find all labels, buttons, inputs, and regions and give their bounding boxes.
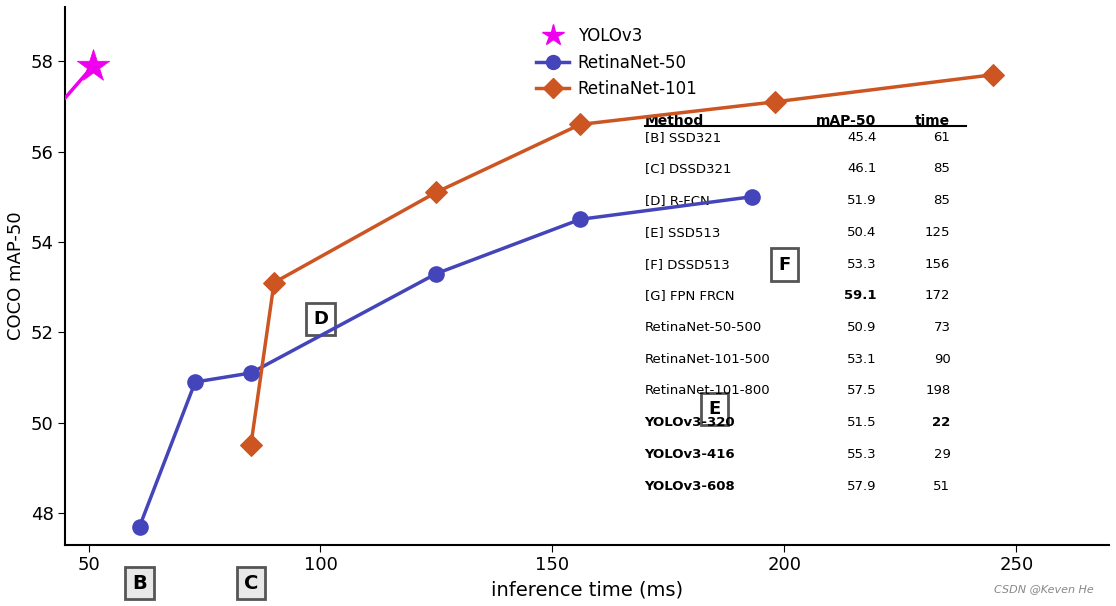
Text: E: E <box>709 400 721 418</box>
Text: [C] DSSD321: [C] DSSD321 <box>645 162 731 175</box>
Text: [E] SSD513: [E] SSD513 <box>645 226 720 239</box>
Point <box>242 368 260 378</box>
Point <box>571 119 589 129</box>
Point <box>266 278 283 287</box>
Text: 57.9: 57.9 <box>847 479 876 493</box>
Text: 85: 85 <box>933 194 951 207</box>
Text: [F] DSSD513: [F] DSSD513 <box>645 258 730 270</box>
Text: 22: 22 <box>932 416 951 429</box>
Text: [B] SSD321: [B] SSD321 <box>645 131 721 144</box>
Text: 73: 73 <box>933 321 951 334</box>
Text: RetinaNet-101-800: RetinaNet-101-800 <box>645 384 770 398</box>
Text: 50.4: 50.4 <box>847 226 876 239</box>
Text: 57.5: 57.5 <box>847 384 876 398</box>
Text: B: B <box>132 574 147 593</box>
Text: 50.9: 50.9 <box>847 321 876 334</box>
Text: CSDN @Keven He: CSDN @Keven He <box>994 584 1094 594</box>
Point <box>84 61 102 70</box>
Text: mAP-50: mAP-50 <box>816 115 876 128</box>
Text: [D] R-FCN: [D] R-FCN <box>645 194 710 207</box>
Point <box>427 187 445 197</box>
Text: 53.3: 53.3 <box>847 258 876 270</box>
Text: 172: 172 <box>925 289 951 302</box>
Legend: YOLOv3, RetinaNet-50, RetinaNet-101: YOLOv3, RetinaNet-50, RetinaNet-101 <box>529 21 704 105</box>
Text: C: C <box>243 574 258 593</box>
Text: D: D <box>312 310 328 328</box>
Text: YOLOv3-608: YOLOv3-608 <box>645 479 735 493</box>
Text: 55.3: 55.3 <box>847 448 876 461</box>
Text: [G] FPN FRCN: [G] FPN FRCN <box>645 289 734 302</box>
Text: 46.1: 46.1 <box>847 162 876 175</box>
Text: Method: Method <box>645 115 704 128</box>
Point <box>131 522 148 531</box>
Text: 156: 156 <box>925 258 951 270</box>
Text: 59.1: 59.1 <box>844 289 876 302</box>
Point <box>571 215 589 224</box>
Point <box>743 192 761 202</box>
Text: RetinaNet-101-500: RetinaNet-101-500 <box>645 353 770 365</box>
Text: 90: 90 <box>934 353 951 365</box>
Point <box>186 377 204 387</box>
Text: 51.9: 51.9 <box>847 194 876 207</box>
Point <box>427 268 445 278</box>
Point <box>984 70 1002 79</box>
Point <box>766 97 783 107</box>
Text: YOLOv3-416: YOLOv3-416 <box>645 448 735 461</box>
X-axis label: inference time (ms): inference time (ms) <box>491 580 683 599</box>
Text: F: F <box>778 256 790 273</box>
Text: 29: 29 <box>933 448 951 461</box>
Text: 51: 51 <box>933 479 951 493</box>
Text: 125: 125 <box>925 226 951 239</box>
Text: time: time <box>915 115 951 128</box>
Text: 45.4: 45.4 <box>847 131 876 144</box>
Y-axis label: COCO mAP-50: COCO mAP-50 <box>7 211 25 340</box>
Text: YOLOv3-320: YOLOv3-320 <box>645 416 735 429</box>
Point <box>242 441 260 450</box>
Text: RetinaNet-50-500: RetinaNet-50-500 <box>645 321 762 334</box>
Text: 53.1: 53.1 <box>847 353 876 365</box>
Text: 61: 61 <box>933 131 951 144</box>
Text: 198: 198 <box>925 384 951 398</box>
Text: 85: 85 <box>933 162 951 175</box>
Text: 51.5: 51.5 <box>847 416 876 429</box>
